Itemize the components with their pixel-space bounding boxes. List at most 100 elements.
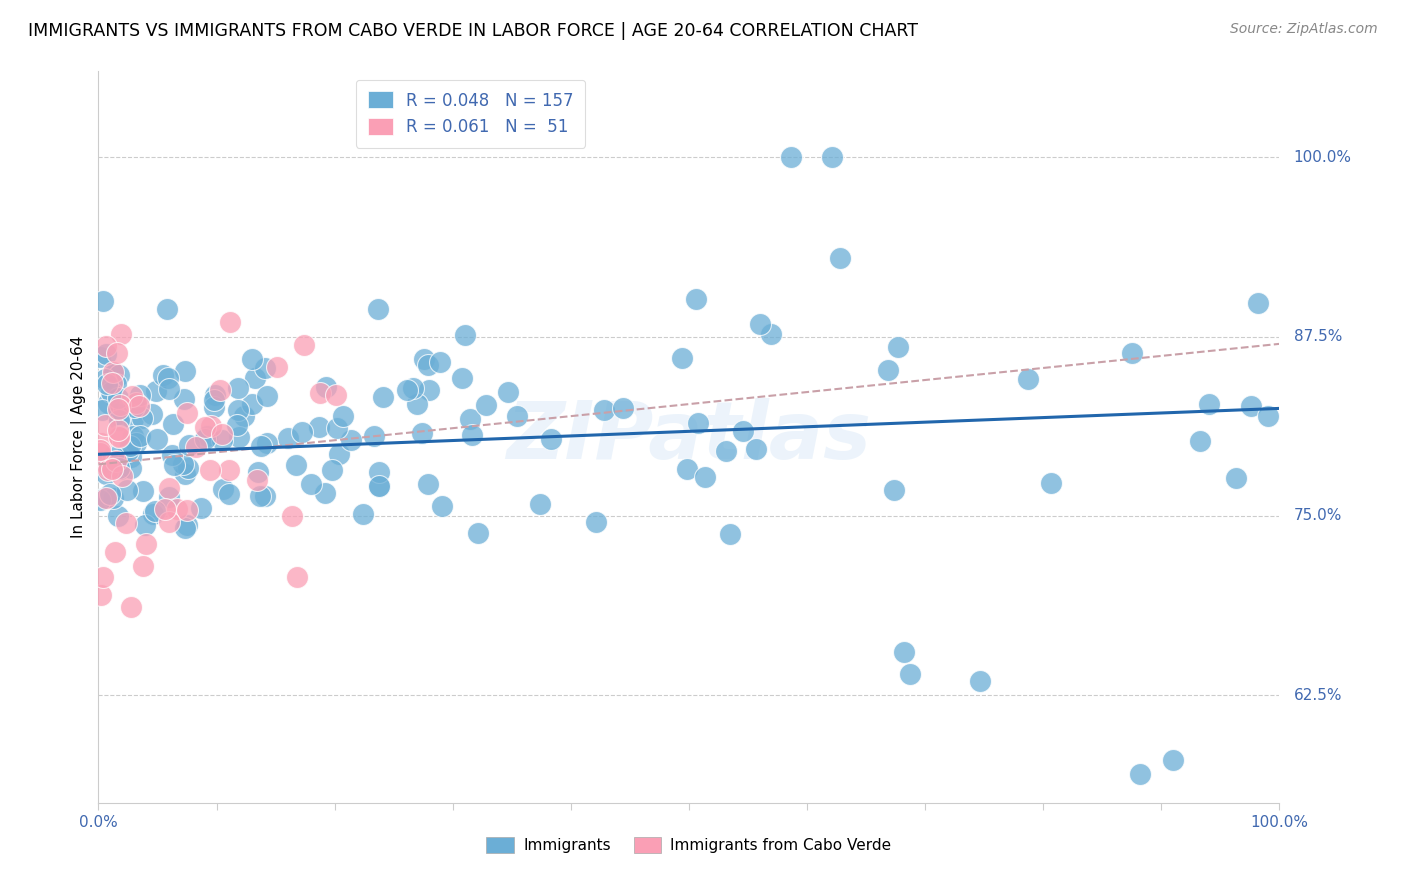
Point (152, 368, 174, 383)
Text: Source: ZipAtlas.com: Source: ZipAtlas.com (1230, 22, 1378, 37)
Point (173, 392, 195, 406)
Point (876, 363, 898, 377)
Point (117, 443, 139, 458)
Point (226, 380, 249, 394)
Point (110, 398, 132, 412)
Point (120, 461, 142, 475)
Point (249, 489, 271, 503)
Point (281, 509, 304, 524)
Point (156, 301, 179, 316)
Text: 87.5%: 87.5% (1294, 329, 1341, 344)
Point (1121, 345, 1143, 359)
Point (166, 502, 188, 516)
Point (898, 666, 921, 681)
Point (90, 435, 112, 450)
Point (1129, 767, 1152, 781)
Point (105, 454, 128, 468)
Point (132, 559, 155, 574)
Point (893, 645, 915, 659)
Point (326, 421, 349, 435)
Point (94, 467, 117, 482)
Point (218, 463, 240, 477)
Point (285, 569, 308, 583)
Point (111, 469, 134, 483)
Point (886, 340, 908, 354)
Point (1017, 371, 1039, 385)
Point (299, 476, 322, 491)
Point (367, 301, 389, 316)
Point (332, 409, 354, 424)
Point (186, 440, 208, 454)
Point (475, 398, 498, 412)
Point (172, 458, 194, 472)
Point (461, 427, 484, 442)
Point (89, 446, 111, 460)
Point (94, 372, 117, 386)
Point (118, 440, 141, 454)
Point (146, 432, 169, 446)
Point (340, 433, 363, 447)
Point (173, 364, 195, 378)
Point (179, 438, 201, 452)
Point (671, 351, 693, 366)
Point (759, 326, 782, 341)
Point (114, 516, 136, 531)
Point (1239, 399, 1261, 413)
Point (720, 527, 742, 541)
Point (176, 503, 198, 517)
Point (108, 460, 131, 475)
Point (219, 315, 242, 329)
Point (125, 396, 148, 410)
Point (176, 406, 198, 420)
Point (249, 439, 271, 453)
Point (107, 391, 129, 405)
Point (195, 429, 218, 443)
Point (202, 400, 225, 414)
Point (105, 407, 128, 421)
Point (328, 447, 350, 461)
Point (121, 412, 143, 426)
Point (107, 402, 129, 417)
Point (131, 411, 153, 425)
Point (367, 479, 389, 493)
Point (1188, 434, 1211, 449)
Point (202, 393, 225, 408)
Point (371, 390, 394, 404)
Point (156, 371, 179, 385)
Point (89, 350, 111, 364)
Point (612, 401, 634, 415)
Point (108, 430, 131, 444)
Point (194, 432, 217, 446)
Point (121, 389, 143, 403)
Point (105, 346, 128, 360)
Point (101, 376, 124, 391)
Point (685, 292, 707, 306)
Point (402, 381, 425, 395)
Point (308, 420, 330, 434)
Point (90, 402, 112, 417)
Point (585, 515, 607, 529)
Point (277, 431, 299, 445)
Point (418, 383, 440, 397)
Point (506, 409, 529, 424)
Point (176, 518, 198, 533)
Point (108, 368, 131, 382)
Point (157, 490, 180, 504)
Point (314, 486, 336, 500)
Point (174, 521, 197, 535)
Point (253, 361, 276, 376)
Point (162, 417, 184, 431)
Point (254, 489, 277, 503)
Point (101, 491, 124, 505)
Point (243, 370, 266, 384)
Point (309, 385, 332, 400)
Point (780, 150, 803, 164)
Point (228, 429, 250, 443)
Point (142, 507, 165, 521)
Point (98, 486, 121, 500)
Point (100, 385, 122, 400)
Point (157, 515, 180, 529)
Point (162, 448, 184, 462)
Point (226, 403, 249, 417)
Point (94, 339, 117, 353)
